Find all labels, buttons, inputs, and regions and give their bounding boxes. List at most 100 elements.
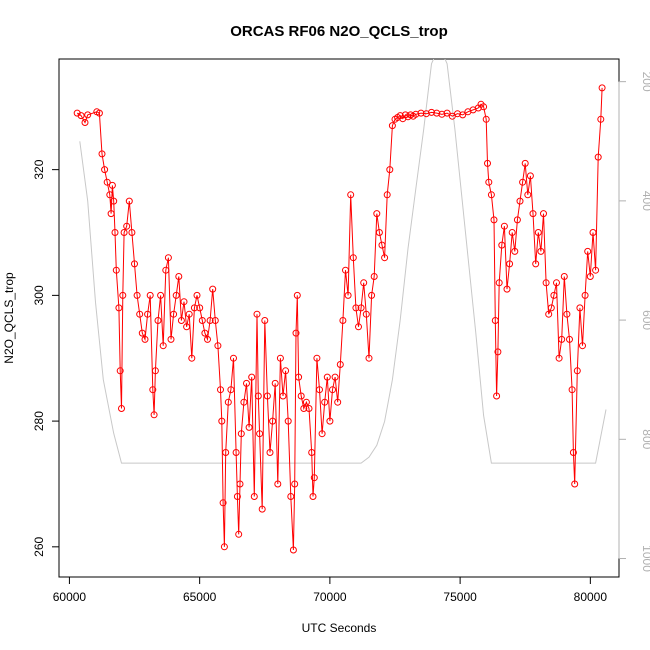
n2o-point bbox=[295, 373, 303, 381]
n2o-point bbox=[428, 108, 435, 116]
n2o-point bbox=[313, 354, 321, 362]
n2o-point bbox=[417, 109, 425, 117]
n2o-point bbox=[513, 216, 521, 224]
n2o-point bbox=[537, 247, 545, 255]
y-right-tick-label: 800 bbox=[640, 429, 650, 449]
n2o-point bbox=[162, 266, 170, 274]
n2o-point bbox=[206, 317, 214, 324]
n2o-point bbox=[532, 260, 540, 268]
n2o-point bbox=[289, 546, 297, 554]
n2o-point bbox=[279, 392, 287, 400]
n2o-point bbox=[370, 273, 378, 280]
n2o-point bbox=[498, 241, 506, 249]
n2o-point bbox=[111, 229, 119, 236]
x-axis: 60000 65000 70000 75000 80000 bbox=[53, 576, 607, 604]
n2o-point bbox=[581, 291, 589, 299]
n2o-point bbox=[125, 197, 133, 205]
n2o-point bbox=[503, 285, 511, 293]
n2o-point bbox=[550, 291, 558, 299]
n2o-point bbox=[560, 273, 568, 280]
n2o-point bbox=[586, 273, 594, 280]
n2o-point bbox=[253, 310, 261, 318]
n2o-point bbox=[245, 423, 253, 431]
pressure-line bbox=[79, 59, 607, 464]
y-tick-label: 320 bbox=[32, 159, 46, 179]
n2o-point bbox=[175, 273, 183, 280]
n2o-series bbox=[73, 84, 606, 554]
n2o-point bbox=[230, 354, 237, 362]
n2o-point bbox=[508, 229, 516, 236]
n2o-point bbox=[250, 493, 258, 500]
n2o-point bbox=[81, 119, 89, 126]
n2o-point bbox=[209, 285, 217, 293]
n2o-point bbox=[412, 110, 420, 118]
n2o-point bbox=[331, 373, 339, 381]
n2o-point bbox=[172, 291, 180, 299]
n2o-point bbox=[443, 109, 451, 117]
n2o-point bbox=[108, 181, 116, 189]
n2o-point bbox=[566, 335, 573, 343]
n2o-point bbox=[349, 254, 357, 262]
n2o-point bbox=[116, 367, 124, 375]
n2o-point bbox=[482, 115, 490, 123]
n2o-point bbox=[493, 392, 501, 400]
n2o-point bbox=[77, 112, 85, 120]
n2o-point bbox=[555, 354, 563, 362]
n2o-point bbox=[261, 317, 269, 324]
n2o-point bbox=[511, 247, 519, 255]
n2o-point bbox=[365, 354, 373, 362]
y-axis: 260 280 300 320 bbox=[32, 159, 60, 557]
n2o-point bbox=[101, 166, 109, 174]
n2o-point bbox=[589, 229, 597, 236]
n2o-point bbox=[487, 191, 495, 199]
n2o-point bbox=[159, 342, 167, 350]
n2o-point bbox=[293, 291, 301, 299]
n2o-point bbox=[597, 115, 605, 123]
n2o-point bbox=[347, 191, 355, 199]
n2o-point bbox=[534, 229, 542, 236]
n2o-point bbox=[329, 386, 336, 394]
x-axis-label: UTC Seconds bbox=[302, 621, 377, 635]
n2o-point bbox=[177, 317, 185, 324]
n2o-point bbox=[506, 260, 514, 268]
n2o-point bbox=[123, 222, 131, 230]
n2o-point bbox=[271, 379, 279, 387]
n2o-point bbox=[151, 367, 159, 375]
n2o-point bbox=[284, 417, 292, 425]
n2o-point bbox=[240, 398, 248, 406]
n2o-point bbox=[217, 386, 224, 394]
n2o-point bbox=[362, 310, 370, 318]
n2o-point bbox=[308, 449, 316, 456]
n2o-point bbox=[454, 110, 461, 118]
n2o-point bbox=[422, 110, 430, 118]
n2o-point bbox=[269, 417, 277, 425]
n2o-point bbox=[297, 392, 305, 400]
n2o-point bbox=[334, 398, 342, 406]
n2o-point bbox=[302, 398, 310, 406]
chart-title: ORCAS RF06 N2O_QCLS_trop bbox=[230, 23, 448, 40]
n2o-point bbox=[323, 373, 331, 381]
y-axis-label: N2O_QCLS_trop bbox=[2, 272, 16, 364]
n2o-point bbox=[540, 210, 547, 218]
n2o-point bbox=[484, 159, 491, 167]
y-tick-label: 280 bbox=[32, 411, 46, 431]
n2o-point bbox=[594, 153, 602, 161]
n2o-point bbox=[521, 159, 529, 167]
n2o-point bbox=[383, 191, 391, 199]
n2o-point bbox=[524, 191, 532, 199]
n2o-point bbox=[198, 317, 206, 324]
n2o-point bbox=[326, 417, 334, 425]
n2o-point bbox=[157, 291, 165, 299]
n2o-point bbox=[282, 367, 290, 375]
x-tick-label: 75000 bbox=[443, 590, 477, 604]
n2o-point bbox=[248, 373, 256, 381]
n2o-point bbox=[305, 405, 313, 412]
y-right-tick-label: 600 bbox=[640, 310, 650, 330]
n2o-point bbox=[291, 480, 299, 488]
n2o-point bbox=[490, 216, 498, 224]
n2o-point bbox=[107, 210, 115, 218]
n2o-point bbox=[584, 247, 592, 255]
x-tick-label: 65000 bbox=[183, 590, 217, 604]
n2o-point bbox=[491, 317, 499, 324]
n2o-point bbox=[141, 335, 149, 343]
